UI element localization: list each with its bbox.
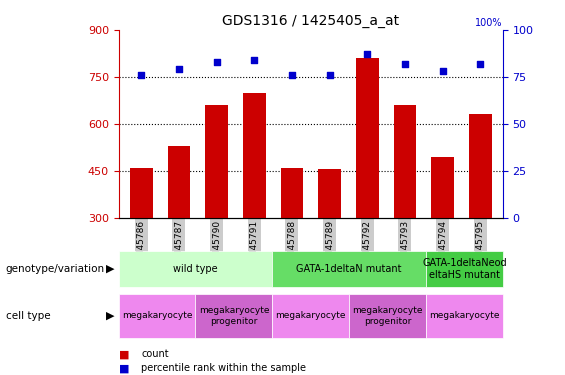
Title: GDS1316 / 1425405_a_at: GDS1316 / 1425405_a_at bbox=[222, 13, 399, 28]
Point bbox=[288, 72, 297, 78]
Point bbox=[137, 72, 146, 78]
Text: count: count bbox=[141, 350, 169, 359]
Bar bbox=[168, 146, 190, 218]
Text: wild type: wild type bbox=[173, 264, 218, 274]
Bar bbox=[281, 168, 303, 217]
Bar bbox=[394, 105, 416, 218]
Text: megakaryocyte: megakaryocyte bbox=[122, 311, 192, 320]
Point bbox=[438, 68, 447, 74]
Point bbox=[212, 59, 221, 65]
Bar bbox=[130, 168, 153, 217]
Text: megakaryocyte: megakaryocyte bbox=[429, 311, 499, 320]
Bar bbox=[205, 105, 228, 218]
Point bbox=[476, 61, 485, 67]
Text: 100%: 100% bbox=[475, 18, 503, 28]
Text: GATA-1deltaN mutant: GATA-1deltaN mutant bbox=[297, 264, 402, 274]
Bar bbox=[356, 58, 379, 217]
Point bbox=[325, 72, 334, 78]
Bar bbox=[469, 114, 492, 218]
Point bbox=[250, 57, 259, 63]
Bar bbox=[431, 157, 454, 218]
Text: ▶: ▶ bbox=[106, 311, 115, 321]
Text: genotype/variation: genotype/variation bbox=[6, 264, 105, 274]
Text: ■: ■ bbox=[119, 363, 129, 373]
Bar bbox=[243, 93, 266, 218]
Text: cell type: cell type bbox=[6, 311, 50, 321]
Text: megakaryocyte: megakaryocyte bbox=[276, 311, 346, 320]
Text: percentile rank within the sample: percentile rank within the sample bbox=[141, 363, 306, 373]
Point bbox=[363, 51, 372, 57]
Text: GATA-1deltaNeod
eltaHS mutant: GATA-1deltaNeod eltaHS mutant bbox=[422, 258, 507, 280]
Text: ■: ■ bbox=[119, 350, 129, 359]
Text: megakaryocyte
progenitor: megakaryocyte progenitor bbox=[353, 306, 423, 326]
Point bbox=[401, 61, 410, 67]
Point bbox=[175, 66, 184, 72]
Bar bbox=[318, 169, 341, 217]
Text: megakaryocyte
progenitor: megakaryocyte progenitor bbox=[199, 306, 269, 326]
Text: ▶: ▶ bbox=[106, 264, 115, 274]
